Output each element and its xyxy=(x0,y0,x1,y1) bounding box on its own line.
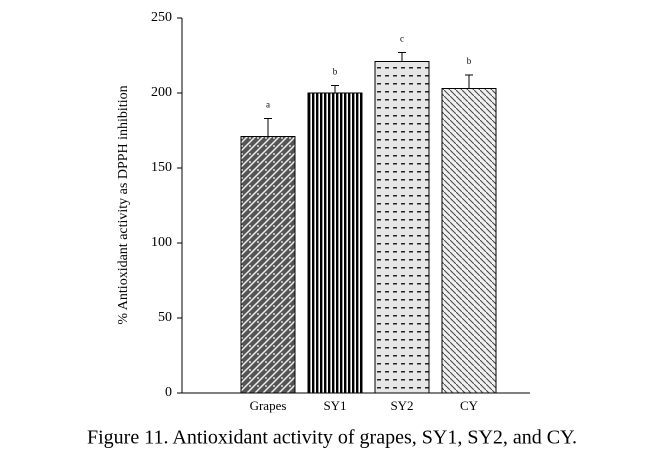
y-tick-label: 0 xyxy=(165,385,172,400)
error-bar xyxy=(264,118,272,137)
bar xyxy=(307,92,363,394)
bar xyxy=(240,136,296,394)
significance-label: b xyxy=(467,56,472,66)
significance-label: b xyxy=(333,67,338,77)
y-axis-label: % Antioxidant activity as DPPH inhibitio… xyxy=(116,85,131,324)
x-tick-label: SY2 xyxy=(390,398,413,413)
caption: Figure 11. Antioxidant activity of grape… xyxy=(87,427,577,449)
significance-label: c xyxy=(400,34,404,44)
y-tick-label: 100 xyxy=(151,235,172,250)
error-bar xyxy=(398,52,406,62)
x-tick-label: SY1 xyxy=(323,398,346,413)
y-tick-label: 250 xyxy=(151,10,172,25)
x-tick-label: Grapes xyxy=(250,398,287,413)
y-tick-label: 50 xyxy=(158,310,172,325)
y-tick-label: 150 xyxy=(151,160,172,175)
x-tick-label: CY xyxy=(460,398,479,413)
error-bar xyxy=(465,74,473,89)
significance-label: a xyxy=(266,100,270,110)
y-tick-label: 200 xyxy=(151,85,172,100)
bar xyxy=(374,61,430,394)
bar xyxy=(441,88,497,394)
error-bar xyxy=(331,85,339,93)
